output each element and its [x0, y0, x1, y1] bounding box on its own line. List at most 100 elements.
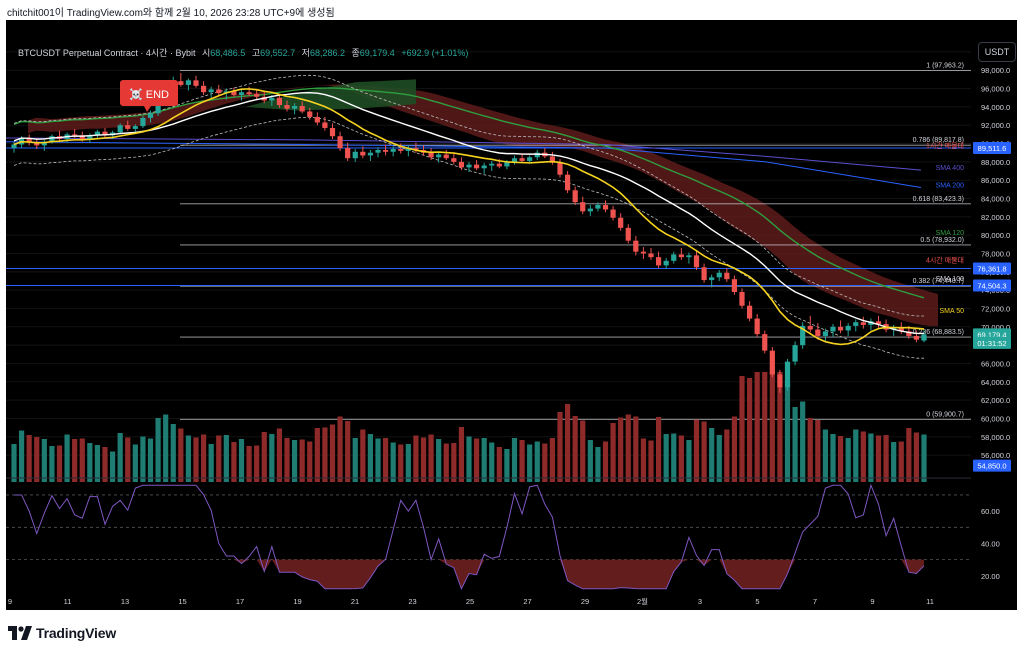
candle-body: [269, 97, 275, 101]
volume-bar: [746, 378, 753, 482]
candle-body: [860, 322, 866, 325]
symbol-title[interactable]: BTCUSDT Perpetual Contract · 4시간 · Bybit: [18, 48, 196, 58]
volume-bar: [655, 417, 662, 482]
candle-body: [231, 91, 237, 95]
volume-bar: [648, 440, 654, 482]
candle-body: [405, 148, 411, 151]
volume-bar: [868, 433, 874, 482]
volume-bar: [686, 440, 692, 482]
price-badge-text: 74,504.3: [977, 282, 1006, 291]
volume-bar: [125, 437, 131, 482]
price-badge-box: [973, 142, 1011, 155]
price-badge-text: 69,179.4: [977, 330, 1006, 339]
candle-body: [140, 117, 146, 127]
candle-body: [671, 254, 677, 261]
candle-body: [792, 345, 798, 362]
volume-bar: [511, 438, 518, 482]
volume-bar: [367, 434, 374, 482]
candle-body: [913, 335, 920, 340]
volume-bar: [360, 429, 366, 482]
candle-body: [49, 136, 55, 142]
time-tick: 9: [8, 597, 12, 606]
currency-button[interactable]: USDT: [978, 42, 1016, 62]
volume-bar: [216, 435, 222, 482]
time-tick: 11: [64, 597, 72, 606]
volume-bar: [11, 444, 17, 482]
candle-body: [208, 89, 214, 93]
volume-bar: [231, 442, 237, 482]
fib-label: 0.786 (89,817.8): [913, 137, 964, 144]
volume-bar: [640, 438, 647, 482]
volume-bar: [473, 438, 480, 482]
chart-canvas[interactable]: 1 (97,963.2) 0.786 (89,817.8) 0.618 (83,42…: [6, 20, 1017, 610]
volume-bar: [860, 431, 866, 482]
volume-bar: [618, 417, 624, 482]
time-tick: 3: [698, 597, 702, 606]
candle-body: [640, 251, 647, 254]
volume-bar: [572, 416, 578, 482]
annotation-label: SMA 100: [936, 276, 965, 283]
candle-body: [678, 254, 684, 258]
candle-body: [511, 158, 518, 162]
price-tick: 72,000.0: [981, 304, 1010, 313]
candle-body: [72, 134, 78, 136]
candle-body: [564, 174, 571, 191]
price-tick: 66,000.0: [981, 359, 1010, 368]
candle-body: [26, 138, 32, 143]
sma200-line: [6, 141, 922, 189]
fibonacci-levels: 1 (97,963.2) 0.786 (89,817.8) 0.618 (83,42…: [180, 63, 971, 420]
volume-bar: [883, 435, 889, 482]
candle-body: [216, 89, 222, 94]
candle-body: [337, 136, 343, 149]
time-tick: 2월: [637, 596, 648, 606]
volume-bar: [739, 376, 745, 482]
volume-bar: [398, 444, 404, 482]
volume-bar: [489, 442, 495, 482]
volume-bar: [41, 439, 47, 482]
volume-bar: [678, 435, 684, 482]
candle-body: [716, 272, 722, 278]
candle-body: [837, 326, 844, 331]
time-tick: 21: [351, 597, 359, 606]
candle-body: [777, 374, 783, 388]
candle-body: [519, 158, 525, 161]
candle-body: [314, 116, 320, 123]
candle-body: [807, 325, 813, 330]
candle-body: [739, 291, 745, 306]
price-axis: 100,000.098,000.096,000.094,000.092,000.…: [981, 48, 1014, 460]
price-badge-box: [973, 459, 1011, 472]
price-tick: 96,000.0: [981, 85, 1010, 94]
chart-panel[interactable]: 1 (97,963.2) 0.786 (89,817.8) 0.618 (83,42…: [6, 20, 1017, 610]
sma120-line: [13, 87, 925, 299]
price-badge-text: 01:31:52: [977, 339, 1006, 348]
candle-body: [117, 125, 123, 133]
candle-body: [602, 204, 609, 210]
cloud-area: [28, 84, 938, 327]
volume-bar: [466, 436, 472, 482]
candle-body: [845, 325, 851, 331]
candle-body: [663, 260, 669, 266]
price-tick: 92,000.0: [981, 121, 1010, 130]
price-badge-box: [973, 336, 1011, 349]
volume-bar: [815, 420, 821, 482]
volume-bar: [898, 441, 904, 482]
time-tick: 17: [236, 597, 244, 606]
rsi-tick: 20.00: [981, 572, 1000, 581]
volume-bar: [527, 444, 533, 482]
volume-bar: [443, 443, 449, 482]
price-badge-text: 54,850.0: [977, 462, 1006, 471]
volume-bar: [534, 441, 540, 482]
sma100-line: [13, 92, 925, 335]
candle-body: [724, 272, 730, 280]
candle-body: [762, 334, 768, 351]
end-marker-pointer: [144, 106, 151, 112]
candle-body: [390, 149, 396, 152]
volume-bar: [807, 418, 813, 482]
time-tick: 9: [870, 597, 874, 606]
volume-bar: [185, 435, 192, 482]
ma-label: SMA 200: [936, 183, 965, 190]
volume-bar: [693, 419, 700, 482]
candle-body: [458, 161, 465, 168]
time-tick: 23: [408, 597, 416, 606]
volume-bar: [610, 423, 616, 482]
